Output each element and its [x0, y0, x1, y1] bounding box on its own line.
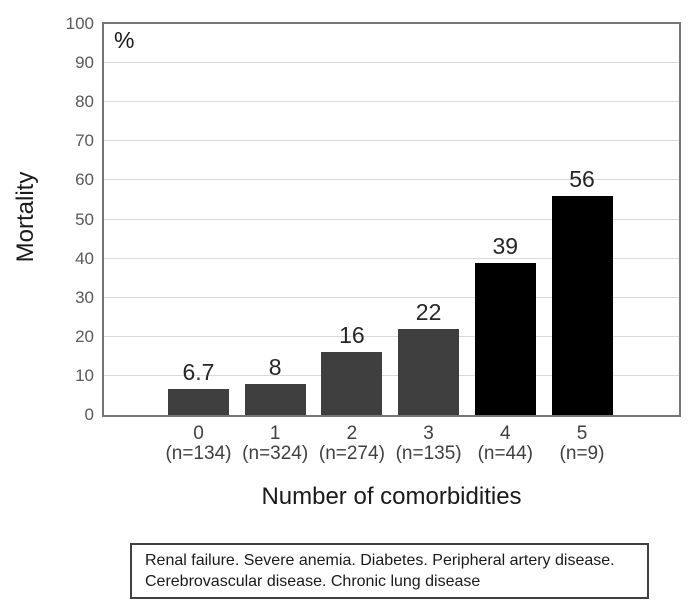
gridline: [104, 218, 679, 220]
y-axis-title: Mortality: [12, 171, 39, 263]
unit-label: %: [114, 27, 135, 53]
x-tick-label: 2 (n=274): [304, 424, 400, 464]
x-tick-label: 3 (n=135): [381, 424, 477, 464]
y-tick-label: 0: [84, 405, 94, 424]
y-tick-label: 30: [75, 287, 94, 307]
bar: [244, 383, 306, 415]
x-axis-title: Number of comorbidities: [261, 483, 522, 510]
category-n-label: (n=9): [559, 443, 605, 464]
bar-value-label: 16: [339, 322, 365, 349]
category-label: 4: [500, 423, 511, 444]
y-tick-label: 80: [75, 92, 94, 112]
gridline: [104, 140, 679, 142]
bar: [474, 262, 536, 415]
bar-value-label: 22: [415, 298, 442, 325]
y-tick-label: 20: [75, 326, 94, 346]
comorbidities-footnote-box: Renal failure. Severe anemia. Diabetes. …: [130, 543, 649, 599]
bar: [398, 328, 460, 415]
category-label: 2: [346, 423, 358, 444]
category-n-label: (n=134): [165, 443, 232, 464]
gridline: [104, 62, 679, 64]
y-tick-label: 70: [75, 131, 94, 151]
bar-value-label: 56: [569, 166, 595, 193]
y-tick-label: 10: [75, 365, 94, 385]
category-n-label: (n=324): [242, 443, 309, 464]
y-tick-label: 100: [65, 14, 94, 33]
bar: [551, 196, 613, 415]
bar: [168, 388, 229, 415]
footnote-text: Renal failure. Severe anemia. Diabetes. …: [145, 552, 615, 590]
category-n-label: (n=135): [395, 443, 462, 464]
gridline: [104, 296, 679, 298]
bar: [321, 352, 383, 415]
y-tick-label: 40: [75, 248, 94, 268]
gridline: [104, 257, 679, 259]
gridline: [104, 179, 679, 181]
bar-value-label: 8: [268, 353, 282, 380]
category-n-label: (n=44): [477, 443, 534, 464]
y-tick-label: 90: [75, 53, 94, 73]
gridline: [104, 374, 679, 376]
y-tick-label: 60: [75, 170, 94, 190]
x-tick-label: 4 (n=44): [457, 424, 553, 464]
category-label: 0: [193, 423, 204, 444]
category-n-label: (n=274): [318, 443, 385, 464]
category-label: 3: [423, 423, 434, 444]
bar-value-label: 6.7: [182, 358, 215, 385]
category-label: 5: [576, 423, 588, 444]
category-label: 1: [269, 423, 281, 444]
y-tick-label: 50: [75, 209, 94, 229]
x-tick-label: 0 (n=134): [151, 424, 247, 464]
plot-area: % 6.7 8 16 22 39 56: [102, 22, 681, 417]
gridline: [104, 101, 679, 103]
x-tick-label: 1 (n=324): [227, 424, 323, 464]
gridline: [104, 335, 679, 337]
bar-value-label: 39: [492, 232, 519, 259]
x-tick-label: 5 (n=9): [534, 424, 630, 464]
